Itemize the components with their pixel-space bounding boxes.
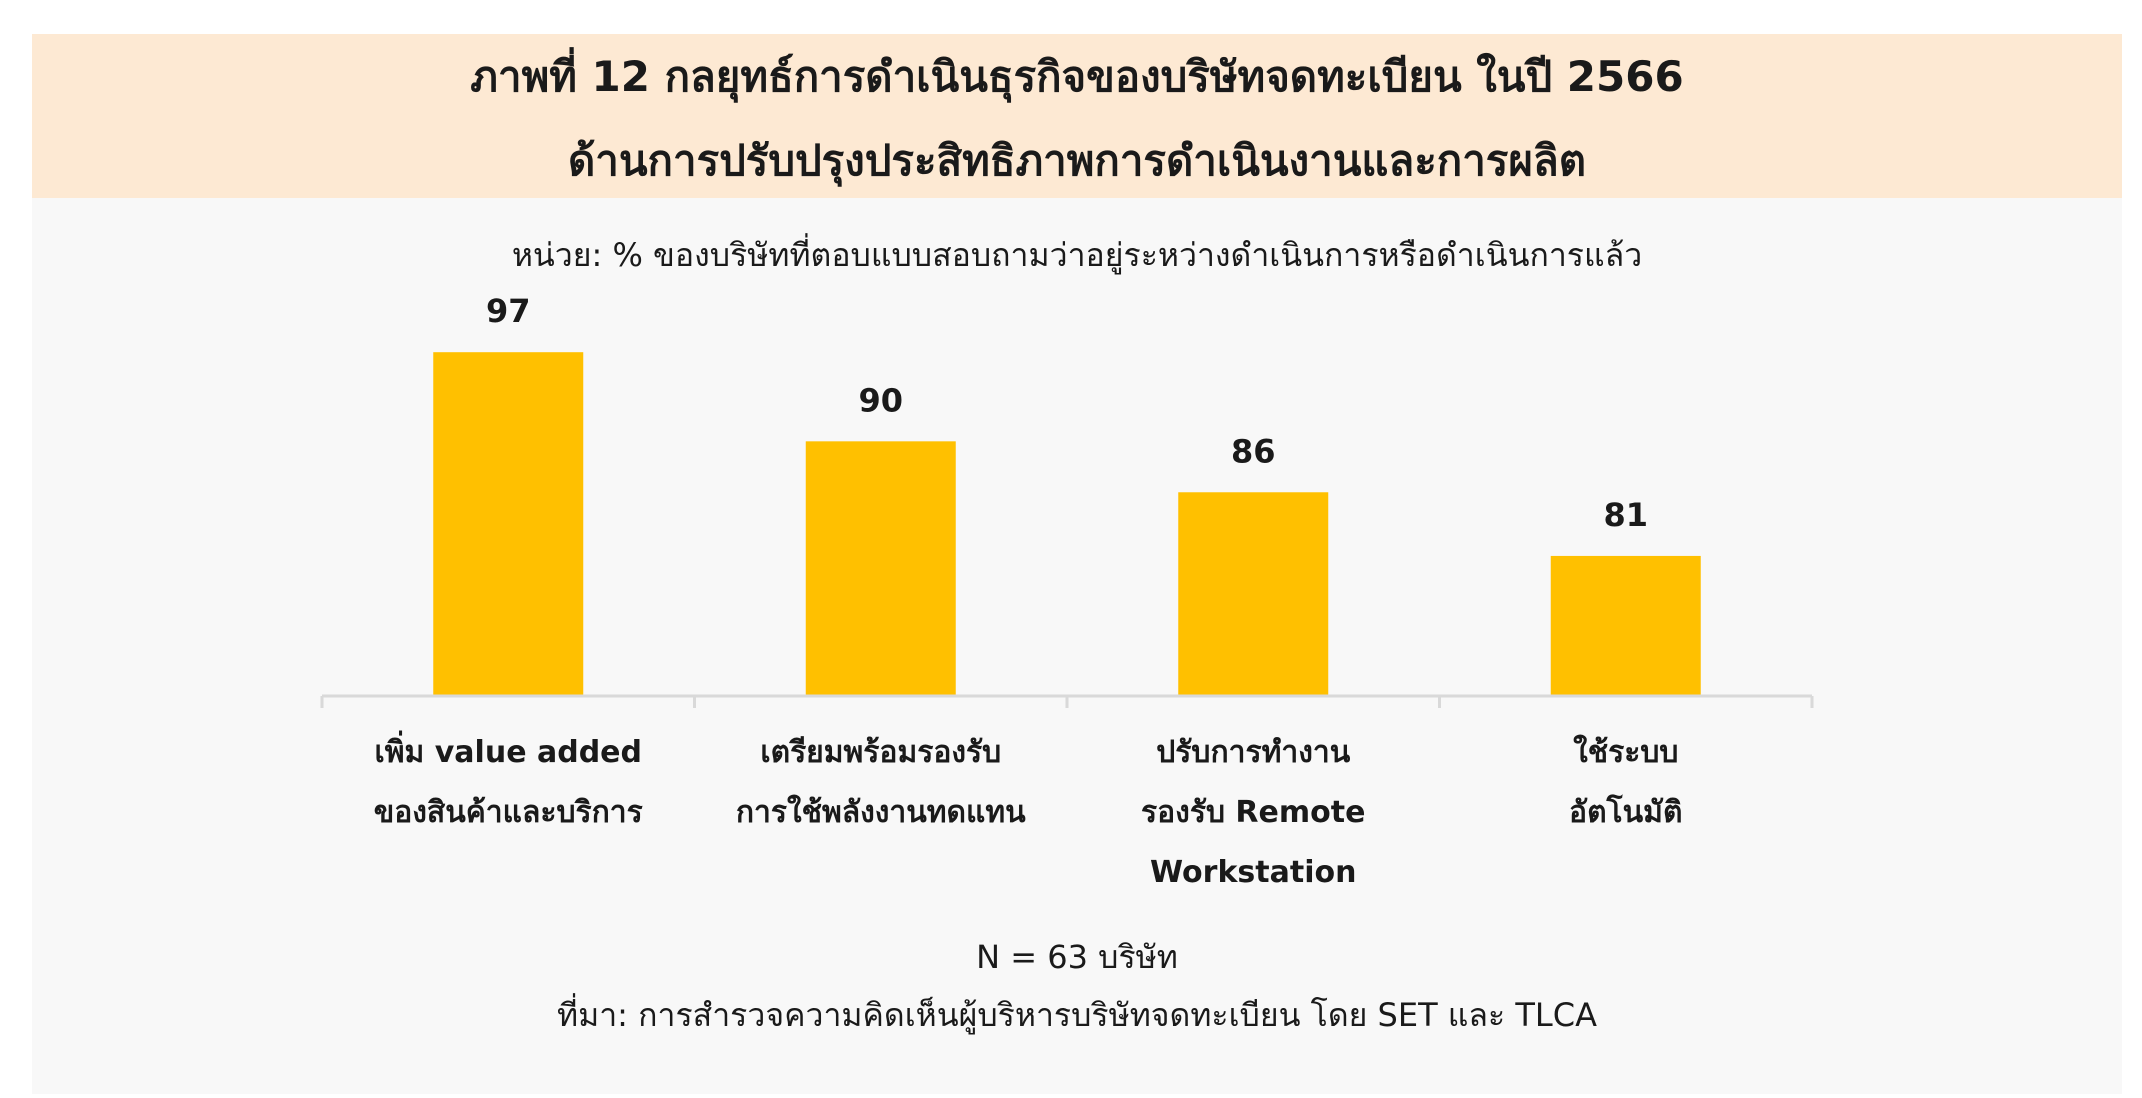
- bar-chart: 97 90 86 81 เพิ่ม value added ของสินค้าและบร…: [320, 292, 1814, 890]
- data-label-2: 90: [858, 381, 903, 419]
- title-band: ภาพที่ 12 กลยุทธ์การดำเนินธุรกิจของบริษั…: [32, 34, 2122, 198]
- category-label-2-line-1: เตรียมพร้อมรองรับ: [760, 735, 1001, 770]
- category-label-1-line-1: เพิ่ม value added: [375, 730, 643, 770]
- data-label-4: 81: [1603, 496, 1648, 534]
- unit-label: หน่วย: % ของบริษัทที่ตอบแบบสอบถามว่าอยู่…: [511, 236, 1643, 274]
- x-axis: [320, 694, 1814, 708]
- data-labels-layer: 97 90 86 81: [486, 292, 1648, 534]
- category-label-3-line-3: Workstation: [1150, 855, 1356, 890]
- chart-title-line-1: ภาพที่ 12 กลยุทธ์การดำเนินธุรกิจของบริษั…: [470, 52, 1684, 101]
- category-label-3-line-2: รองรับ Remote: [1141, 795, 1365, 830]
- bar-3: [1178, 492, 1329, 696]
- bar-2: [805, 441, 956, 696]
- category-labels-layer: เพิ่ม value added ของสินค้าและบริการ เตรีย…: [374, 730, 1683, 890]
- category-label-4-line-2: อัตโนมัติ: [1569, 793, 1682, 830]
- category-label-1-line-2: ของสินค้าและบริการ: [374, 795, 643, 830]
- bar-1: [433, 352, 584, 696]
- chart-figure: ภาพที่ 12 กลยุทธ์การดำเนินธุรกิจของบริษั…: [32, 34, 2122, 1094]
- bar-4: [1550, 555, 1701, 696]
- category-label-2-line-2: การใช้พลังงานทดแทน: [736, 794, 1026, 830]
- data-label-1: 97: [486, 292, 531, 330]
- bars-layer: [433, 352, 1701, 696]
- source-note: ที่มา: การสำรวจความคิดเห็นผู้บริหารบริษั…: [557, 996, 1597, 1034]
- chart-title-line-2: ด้านการปรับปรุงประสิทธิภาพการดำเนินงานแล…: [567, 136, 1586, 185]
- category-label-3-line-1: ปรับการทำงาน: [1156, 735, 1350, 770]
- sample-size-note: N = 63 บริษัท: [976, 938, 1178, 976]
- data-label-3: 86: [1231, 432, 1276, 470]
- category-label-4-line-1: ใช้ระบบ: [1573, 734, 1678, 770]
